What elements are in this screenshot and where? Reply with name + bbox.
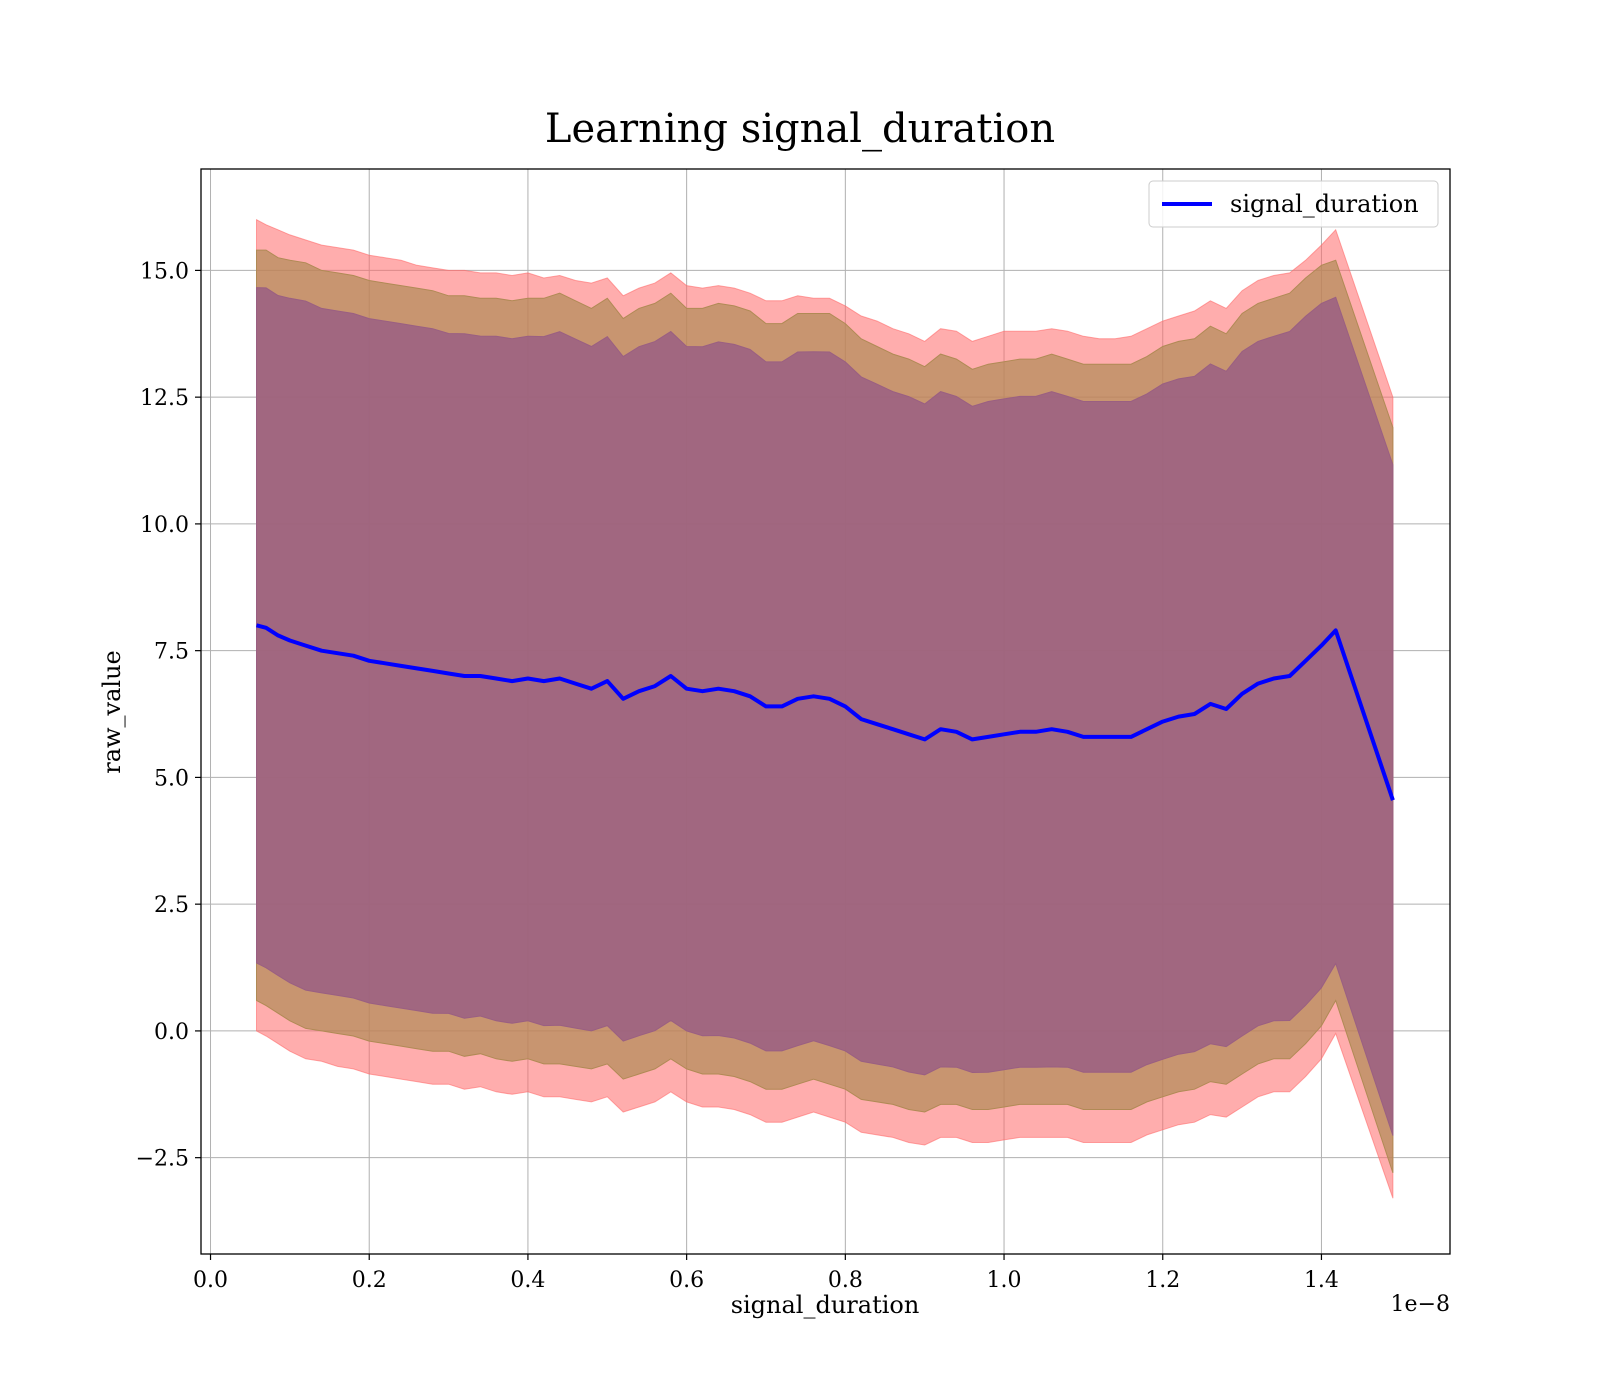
y-tick-label: 0.0 [154, 1020, 189, 1045]
y-tick-label: 10.0 [140, 513, 189, 538]
confidence-bands [256, 218, 1394, 1199]
y-tick-label: 12.5 [140, 386, 189, 411]
x-tick-label: 0.2 [352, 1268, 387, 1293]
y-tick-label: 7.5 [154, 640, 189, 665]
legend: signal_duration [1148, 180, 1439, 228]
x-axis-offset-text: 1e−8 [1391, 1292, 1450, 1317]
x-tick-label: 1.0 [987, 1268, 1022, 1293]
series-line-signal-duration [255, 623, 1395, 801]
legend-label: signal_duration [1230, 190, 1419, 218]
x-tick-label: 1.2 [1145, 1268, 1180, 1293]
x-axis-label: signal_duration [731, 1291, 920, 1319]
x-tick-label: 1.4 [1304, 1268, 1339, 1293]
legend-box [1148, 180, 1439, 228]
x-tick-label: 0.6 [669, 1268, 704, 1293]
y-tick-label: 2.5 [154, 893, 189, 918]
x-tick-label: 0.4 [510, 1268, 545, 1293]
y-tick-label: 15.0 [140, 259, 189, 284]
y-tick-label: 5.0 [154, 766, 189, 791]
y-axis-ticks: −2.5 0.0 2.5 5.0 7.5 10.0 12.5 15.0 [136, 259, 201, 1172]
x-axis-ticks: 0.0 0.2 0.4 0.6 0.8 1.0 1.2 1.4 [193, 1254, 1339, 1293]
y-tick-label: −2.5 [136, 1147, 189, 1172]
series-lines [255, 623, 1395, 801]
plot-frame [200, 168, 1451, 1255]
chart-title: Learning signal_duration [545, 106, 1055, 152]
inner-band [256, 287, 1394, 1136]
y-axis-label: raw_value [98, 650, 126, 774]
x-tick-label: 0.8 [828, 1268, 863, 1293]
x-tick-label: 0.0 [193, 1268, 228, 1293]
